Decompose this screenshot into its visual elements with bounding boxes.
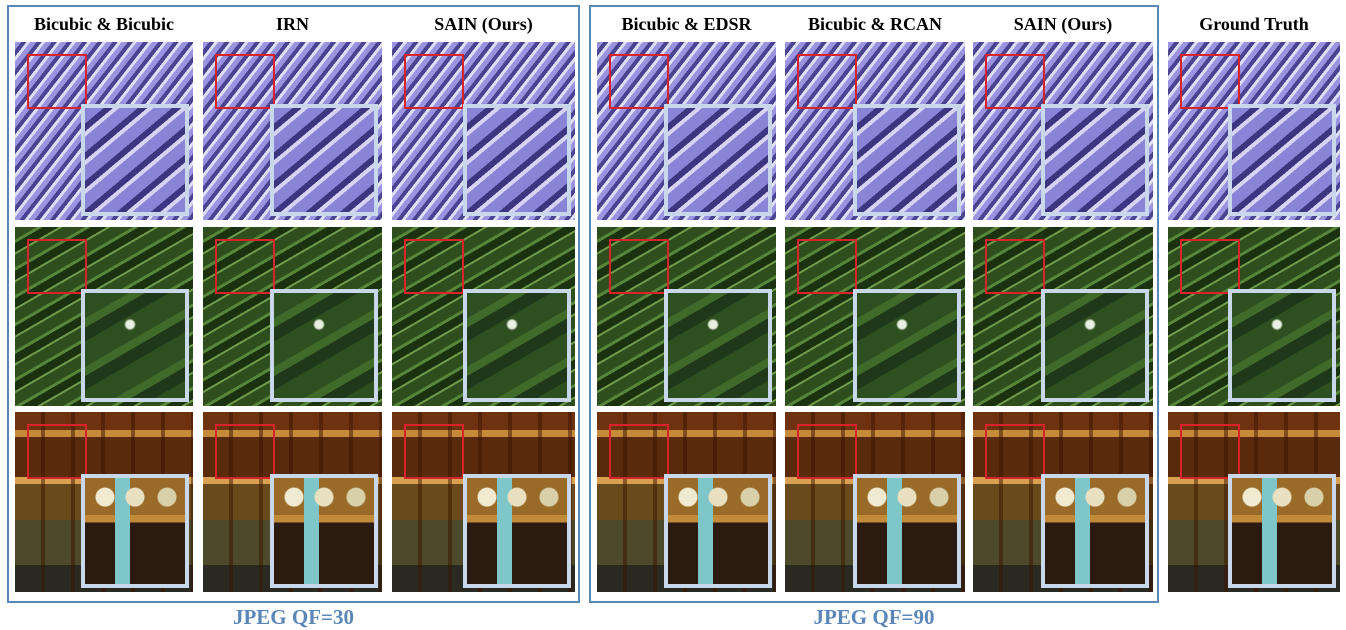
image-crop: [785, 227, 965, 406]
image-crop: [15, 412, 193, 592]
image-crop: [973, 227, 1153, 406]
zoom-inset: [1228, 104, 1336, 216]
image-crop: [15, 227, 193, 406]
zoom-inset: [463, 474, 571, 588]
zoom-inset: [463, 104, 571, 216]
region-box: [1180, 239, 1240, 294]
region-box: [404, 239, 464, 294]
region-box: [609, 54, 669, 109]
zoom-inset: [463, 289, 571, 402]
figure: JPEG QF=30Bicubic & BicubicIRNSAIN (Ours…: [0, 0, 1346, 630]
zoom-inset: [1041, 474, 1149, 588]
region-box: [797, 424, 857, 479]
region-box: [1180, 54, 1240, 109]
zoom-inset: [664, 289, 772, 402]
region-box: [609, 239, 669, 294]
column-header: SAIN (Ours): [382, 14, 585, 38]
region-box: [985, 424, 1045, 479]
zoom-inset: [81, 104, 189, 216]
group-label: JPEG QF=30: [7, 605, 580, 630]
zoom-inset: [853, 104, 961, 216]
region-box: [609, 424, 669, 479]
image-crop: [785, 412, 965, 592]
zoom-inset: [664, 104, 772, 216]
image-crop: [203, 412, 382, 592]
region-box: [797, 239, 857, 294]
region-box: [1180, 424, 1240, 479]
zoom-inset: [664, 474, 772, 588]
region-box: [27, 239, 87, 294]
zoom-inset: [270, 474, 378, 588]
image-crop: [973, 412, 1153, 592]
image-crop: [392, 412, 575, 592]
region-box: [404, 424, 464, 479]
region-box: [797, 54, 857, 109]
column-header: IRN: [193, 14, 392, 38]
image-crop: [392, 42, 575, 220]
zoom-inset: [81, 474, 189, 588]
image-crop: [1168, 42, 1340, 220]
image-crop: [597, 42, 776, 220]
region-box: [27, 424, 87, 479]
zoom-inset: [270, 104, 378, 216]
zoom-inset: [1228, 289, 1336, 402]
image-crop: [597, 227, 776, 406]
region-box: [215, 424, 275, 479]
image-crop: [1168, 227, 1340, 406]
region-box: [215, 54, 275, 109]
image-crop: [15, 42, 193, 220]
image-crop: [1168, 412, 1340, 592]
column-header: Bicubic & RCAN: [775, 14, 975, 38]
image-crop: [973, 42, 1153, 220]
column-header: SAIN (Ours): [963, 14, 1163, 38]
region-box: [27, 54, 87, 109]
image-crop: [785, 42, 965, 220]
zoom-inset: [853, 289, 961, 402]
region-box: [215, 239, 275, 294]
image-crop: [597, 412, 776, 592]
region-box: [985, 239, 1045, 294]
zoom-inset: [270, 289, 378, 402]
column-header: Ground Truth: [1158, 14, 1346, 38]
image-crop: [392, 227, 575, 406]
zoom-inset: [853, 474, 961, 588]
zoom-inset: [1228, 474, 1336, 588]
column-header: Bicubic & EDSR: [587, 14, 786, 38]
image-crop: [203, 42, 382, 220]
group-label: JPEG QF=90: [589, 605, 1159, 630]
zoom-inset: [81, 289, 189, 402]
zoom-inset: [1041, 104, 1149, 216]
column-header: Bicubic & Bicubic: [5, 14, 203, 38]
region-box: [404, 54, 464, 109]
zoom-inset: [1041, 289, 1149, 402]
image-crop: [203, 227, 382, 406]
region-box: [985, 54, 1045, 109]
